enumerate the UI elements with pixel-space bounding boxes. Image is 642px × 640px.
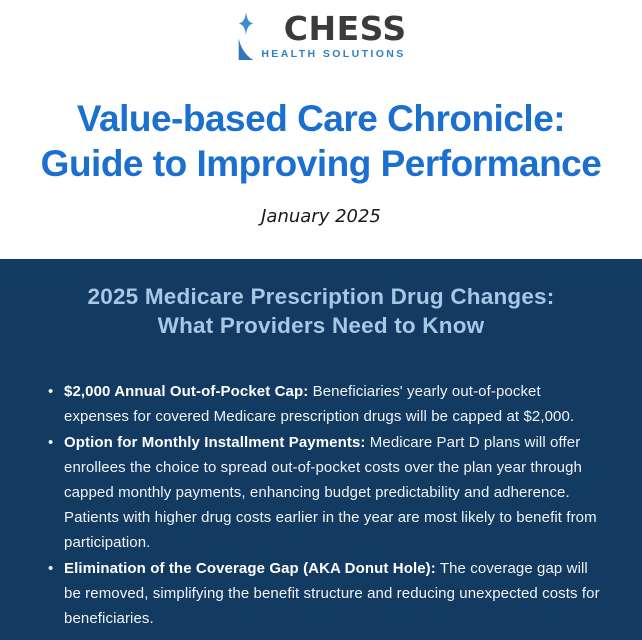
header: CHESS HEALTH SOLUTIONS	[0, 0, 642, 60]
bullet-body: Medicare Part D plans will offer enrolle…	[64, 433, 597, 551]
list-item: Option for Monthly Installment Payments:…	[48, 430, 600, 555]
bullet-body: Beneficiaries' yearly out-of-pocket expe…	[64, 382, 575, 425]
bullet-lead: Elimination of the Coverage Gap (AKA Don…	[64, 559, 436, 577]
brand-name: CHESS	[283, 9, 407, 48]
list-item: Elimination of the Coverage Gap (AKA Don…	[48, 556, 600, 631]
chess-logo: CHESS HEALTH SOLUTIONS	[235, 12, 406, 60]
newsletter-title: Value-based Care Chronicle: Guide to Imp…	[0, 96, 642, 186]
list-item: $2,000 Annual Out-of-Pocket Cap: Benefic…	[48, 379, 600, 429]
section-heading-line1: 2025 Medicare Prescription Drug Changes:	[87, 284, 555, 309]
medicare-section: 2025 Medicare Prescription Drug Changes:…	[0, 259, 642, 640]
chess-piece-icon	[239, 12, 254, 60]
logo-text: CHESS HEALTH SOLUTIONS	[261, 12, 406, 60]
section-heading: 2025 Medicare Prescription Drug Changes:…	[0, 282, 642, 341]
bullet-list: $2,000 Annual Out-of-Pocket Cap: Benefic…	[0, 379, 642, 631]
newsletter-title-line1: Value-based Care Chronicle:	[76, 98, 566, 139]
brand-tagline: HEALTH SOLUTIONS	[261, 48, 406, 60]
bullet-lead: $2,000 Annual Out-of-Pocket Cap:	[64, 382, 309, 400]
bullet-body: The coverage gap will be removed, simpli…	[64, 559, 600, 627]
issue-date: January 2025	[261, 206, 381, 228]
bullet-lead: Option for Monthly Installment Payments:	[64, 433, 366, 451]
newsletter-title-line2: Guide to Improving Performance	[40, 143, 602, 185]
section-heading-line2: What Providers Need to Know	[157, 313, 485, 339]
